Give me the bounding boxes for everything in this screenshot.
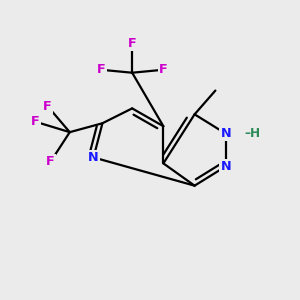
Text: F: F — [159, 63, 168, 76]
Text: N: N — [220, 127, 231, 140]
Text: F: F — [46, 155, 55, 168]
Text: N: N — [220, 160, 231, 173]
Text: –H: –H — [244, 127, 260, 140]
Text: N: N — [88, 151, 99, 164]
Text: F: F — [43, 100, 52, 112]
Text: F: F — [97, 63, 105, 76]
Text: F: F — [128, 37, 136, 50]
Text: F: F — [31, 115, 40, 128]
